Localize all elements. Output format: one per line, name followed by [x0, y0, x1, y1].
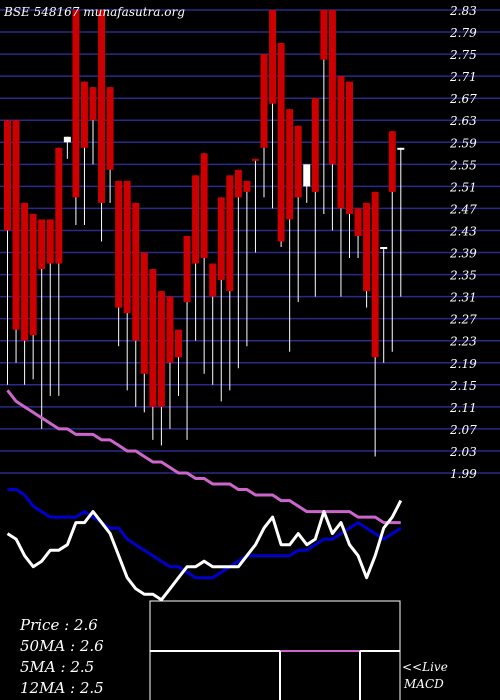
candle-body: [89, 87, 97, 121]
live-label: <<Live: [402, 660, 448, 674]
candle-body: [209, 263, 217, 297]
candle-body: [115, 180, 123, 308]
candle-body: [380, 247, 388, 250]
candle-body: [98, 10, 106, 203]
candle-body: [294, 125, 302, 198]
candle-body: [277, 43, 285, 242]
candle-body: [192, 175, 200, 264]
candle-body: [226, 175, 234, 292]
candle-body: [4, 120, 11, 231]
candle-body: [55, 147, 63, 264]
y-tick-label: 2.75: [449, 48, 477, 62]
candle-body: [38, 219, 46, 270]
candle-body: [397, 147, 405, 150]
series-line-signal: [6, 499, 403, 602]
candle-body: [21, 202, 29, 341]
y-tick-label: 2.23: [449, 335, 477, 349]
candle-body: [286, 109, 294, 220]
candle-body: [269, 10, 277, 104]
macd-label: MACD: [403, 677, 444, 691]
y-tick-label: 2.19: [449, 357, 477, 371]
candle-body: [123, 180, 131, 314]
y-tick-label: 2.83: [449, 4, 477, 18]
y-tick-label: 2.71: [449, 70, 477, 84]
candle-body: [251, 158, 259, 161]
y-tick-label: 2.51: [449, 180, 477, 194]
indicator-lines: [6, 389, 403, 602]
y-tick-label: 2.31: [449, 291, 477, 305]
y-tick-label: 2.35: [449, 269, 477, 283]
y-tick-label: 2.15: [449, 379, 477, 393]
y-tick-label: 2.79: [449, 26, 477, 40]
y-tick-label: 2.43: [449, 224, 477, 238]
candle-body: [175, 329, 182, 358]
candle-body: [346, 81, 353, 214]
candle-body: [303, 164, 311, 187]
candle-body: [149, 269, 157, 407]
candle-body: [311, 98, 319, 192]
y-tick-label: 2.63: [449, 114, 477, 128]
candle-body: [166, 296, 174, 363]
ma50-readout: 50MA : 2.6: [20, 637, 104, 655]
y-tick-label: 2.67: [449, 92, 477, 106]
candle-body: [46, 219, 54, 264]
candle-body: [234, 169, 242, 198]
candle-body: [217, 197, 225, 281]
y-tick-label: 2.27: [449, 313, 477, 327]
candle-body: [106, 87, 114, 170]
candle-body: [140, 252, 148, 374]
candle-body: [132, 202, 140, 341]
candle-body: [337, 76, 345, 209]
chart-title: BSE 548167 munafasutra.org: [3, 5, 185, 19]
candle-body: [157, 291, 165, 407]
candle-body: [183, 235, 191, 303]
y-tick-label: 1.99: [450, 467, 477, 481]
candle-body: [260, 54, 268, 148]
y-tick-label: 2.03: [449, 445, 477, 459]
y-tick-label: 2.55: [449, 158, 477, 172]
candle-body: [200, 153, 208, 259]
y-tick-label: 2.07: [449, 423, 477, 437]
y-tick-label: 2.59: [449, 136, 477, 150]
candle-body: [320, 10, 328, 60]
candle-body: [388, 131, 396, 192]
candle-body: [371, 191, 379, 358]
y-tick-label: 2.39: [449, 247, 477, 261]
y-tick-label: 2.11: [449, 401, 477, 415]
price-axis-ticks: 2.83 2.79 2.75 2.71 2.67 2.63 2.59 2.55 2.51 2.47…: [449, 4, 477, 481]
candle-body: [80, 81, 88, 148]
candlesticks: [4, 10, 405, 457]
candle-body: [328, 10, 336, 165]
series-line-50ma: [6, 389, 401, 525]
candle-body: [243, 180, 251, 192]
candle-body: [63, 136, 71, 143]
y-tick-label: 2.47: [449, 202, 477, 216]
candle-body: [363, 202, 371, 292]
ma5-readout: 5MA : 2.5: [20, 658, 94, 676]
candle-body: [72, 10, 80, 198]
price-readout: Price : 2.6: [19, 616, 98, 634]
candle-body: [12, 120, 20, 330]
series-line-5ma: [7, 488, 402, 580]
ma12-readout: 12MA : 2.5: [20, 679, 104, 697]
candle-body: [29, 213, 37, 336]
candle-body: [354, 208, 362, 236]
macd-panel: [149, 600, 401, 700]
